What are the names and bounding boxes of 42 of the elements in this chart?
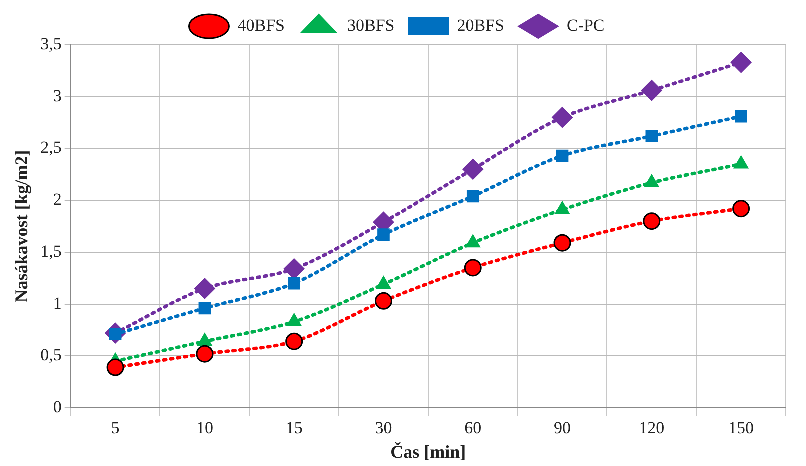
x-tick-label: 15: [286, 418, 303, 438]
point: [466, 190, 480, 203]
point: [735, 110, 748, 123]
point: [643, 212, 661, 230]
point: [106, 358, 124, 376]
point: [464, 259, 482, 277]
y-tick-label: 0: [53, 397, 62, 416]
point: [374, 292, 392, 310]
x-tick-label: 120: [639, 418, 665, 438]
point: [196, 345, 214, 363]
y-tick-label: 0,5: [40, 346, 62, 365]
y-tick-label: 3,5: [40, 34, 62, 54]
point: [554, 234, 572, 252]
x-axis-title: Čas [min]: [390, 442, 466, 462]
point: [198, 302, 212, 315]
x-tick-label: 150: [728, 418, 754, 438]
point: [556, 150, 569, 162]
point: [552, 107, 574, 128]
x-tick-label: 5: [111, 418, 120, 438]
x-tick-label: 60: [464, 418, 482, 438]
y-tick-label: 2: [53, 190, 62, 210]
legend-label: 30BFS: [347, 16, 395, 35]
point: [194, 278, 216, 300]
point: [288, 277, 300, 290]
point: [462, 158, 484, 180]
x-tick-label: 10: [196, 418, 214, 438]
point: [286, 332, 304, 350]
point: [641, 80, 662, 102]
point: [732, 200, 750, 218]
x-tick-label: 30: [375, 418, 392, 438]
point: [730, 52, 752, 74]
legend-label: 40BFS: [238, 16, 285, 35]
y-tick-label: 1,5: [40, 242, 62, 261]
point: [646, 130, 658, 142]
point: [378, 228, 390, 241]
y-tick-label: 1: [53, 294, 62, 313]
legend-label: 20BFS: [457, 16, 504, 35]
y-axis-title: Nasákavost [kg/m2]: [11, 150, 32, 303]
x-tick-label: 90: [554, 418, 572, 438]
legend-label: C-PC: [566, 16, 605, 35]
y-tick-label: 2,5: [40, 138, 62, 158]
y-tick-label: 3: [53, 86, 62, 106]
